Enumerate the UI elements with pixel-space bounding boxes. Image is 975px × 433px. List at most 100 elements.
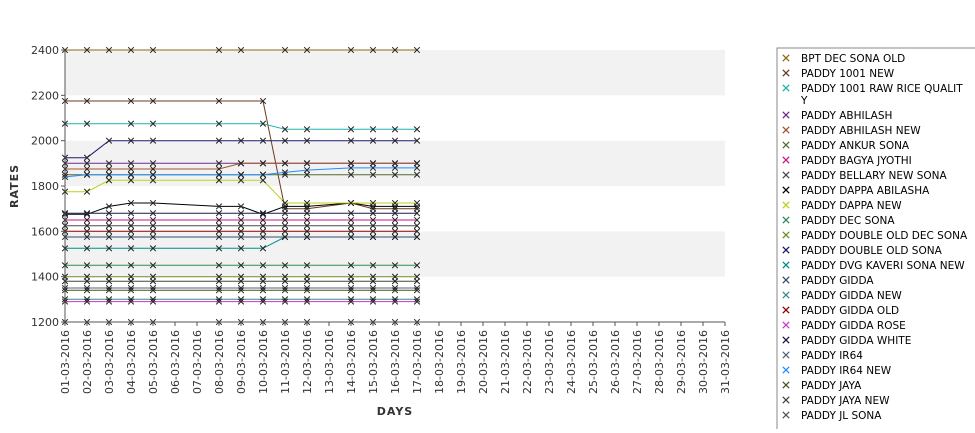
data-point (281, 233, 289, 241)
y-tick-label: 2000 (31, 135, 59, 148)
data-point (215, 165, 223, 173)
data-point (369, 216, 377, 224)
data-point (347, 298, 355, 305)
data-point (347, 160, 355, 167)
series-line (65, 140, 417, 159)
series (61, 120, 421, 133)
data-point (281, 273, 289, 280)
legend-item: PADDY DAPPA ABILASHA (782, 185, 930, 197)
data-point (391, 278, 399, 285)
data-point (259, 211, 267, 218)
data-point (215, 278, 223, 285)
legend-item: PADDY DAPPA NEW (782, 200, 902, 212)
series-line (65, 162, 417, 170)
data-point (413, 228, 421, 235)
data-point (303, 216, 311, 224)
legend-label: PADDY GIDDA OLD (801, 305, 899, 317)
series (61, 46, 421, 54)
data-point (215, 120, 223, 127)
data-point (127, 160, 135, 167)
x-tick-label: 01-03-2016 (59, 330, 72, 394)
data-point (149, 97, 157, 105)
data-point (127, 245, 135, 252)
legend-marker (782, 111, 790, 119)
legend-item: PADDY ABHILASH NEW (782, 125, 921, 137)
data-point (215, 222, 223, 229)
data-point (105, 273, 113, 280)
data-point (237, 298, 245, 305)
series (61, 137, 421, 161)
legend-label: PADDY DVG KAVERI SONA NEW (801, 260, 965, 272)
legend-label: PADDY BAGYA JYOTHI (801, 155, 912, 167)
data-point (413, 222, 421, 229)
data-point (127, 287, 135, 294)
data-point (369, 228, 377, 235)
data-point (347, 222, 355, 229)
legend-item: BPT DEC SONA OLD (782, 53, 905, 65)
legend-marker (782, 84, 790, 92)
data-point (127, 210, 135, 217)
data-point (237, 245, 245, 252)
data-point (303, 137, 311, 144)
data-point (215, 245, 223, 252)
x-tick-label: 18-03-2016 (433, 330, 446, 394)
x-tick-label: 13-03-2016 (323, 330, 336, 394)
legend-label: PADDY IR64 NEW (801, 365, 892, 377)
legend-marker (782, 186, 790, 194)
data-point (105, 298, 113, 305)
legend-label: PADDY JAYA (801, 380, 862, 392)
data-point (413, 273, 421, 280)
data-point (127, 222, 135, 229)
data-point (369, 171, 377, 178)
data-point (105, 287, 113, 294)
data-point (413, 278, 421, 285)
data-point (105, 165, 113, 173)
data-point (281, 222, 289, 229)
data-point (391, 46, 399, 54)
x-tick-label: 17-03-2016 (411, 330, 424, 394)
x-tick-label: 12-03-2016 (301, 330, 314, 394)
legend-item: PADDY GIDDA OLD (782, 305, 899, 317)
data-point (127, 46, 135, 54)
data-point (83, 165, 91, 173)
data-point (303, 287, 311, 294)
data-point (281, 46, 289, 54)
series-line (65, 100, 417, 210)
legend-item: PADDY BAGYA JYOTHI (782, 155, 912, 167)
y-tick-label: 1800 (31, 180, 59, 193)
data-point (281, 228, 289, 235)
legend-marker (782, 276, 790, 284)
data-point (259, 228, 267, 235)
series (61, 287, 421, 294)
series (61, 177, 421, 207)
data-point (413, 164, 421, 172)
data-point (215, 177, 223, 184)
x-tick-label: 15-03-2016 (367, 330, 380, 394)
data-point (347, 278, 355, 285)
series (61, 210, 421, 217)
data-point (347, 216, 355, 224)
data-point (149, 222, 157, 229)
data-point (215, 160, 223, 167)
legend-marker (782, 381, 790, 389)
data-point (259, 222, 267, 229)
legend-label: PADDY ANKUR SONA (801, 140, 910, 152)
data-point (83, 245, 91, 252)
legend-marker (782, 306, 790, 314)
data-point (369, 126, 377, 133)
x-tick-label: 02-03-2016 (81, 330, 94, 394)
y-axis-title: RATES (8, 164, 21, 208)
data-point (149, 278, 157, 285)
data-point (303, 160, 311, 167)
data-point (105, 233, 113, 241)
data-point (105, 203, 113, 210)
x-tick-label: 03-03-2016 (103, 330, 116, 394)
data-point (303, 210, 311, 217)
data-point (237, 137, 245, 144)
data-point (149, 233, 157, 241)
x-tick-label: 04-03-2016 (125, 330, 138, 394)
series (61, 233, 421, 241)
data-point (413, 216, 421, 224)
legend-box (776, 47, 975, 433)
data-point (215, 287, 223, 294)
